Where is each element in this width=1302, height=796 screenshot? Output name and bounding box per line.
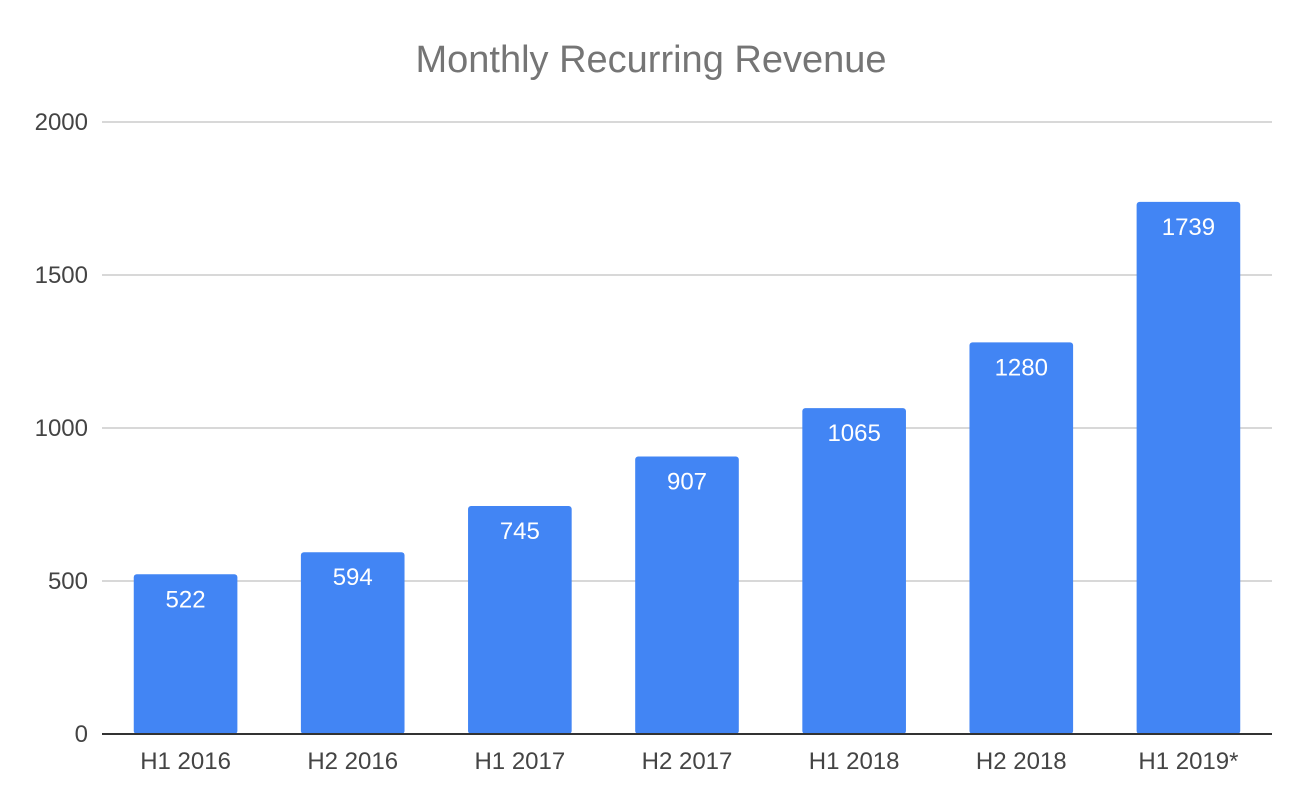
x-tick-label: H2 2018 (976, 748, 1067, 775)
bar (802, 408, 906, 734)
y-tick-label: 1500 (35, 262, 88, 289)
x-tick-label: H2 2016 (307, 748, 398, 775)
x-tick-label: H2 2017 (642, 748, 733, 775)
x-axis-ticks: H1 2016 H2 2016 H1 2017 H2 2017 H1 2018 H2 20… (140, 748, 1238, 775)
bar (300, 552, 405, 734)
y-tick-label: 0 (75, 721, 88, 748)
x-tick-label: H1 2016 (140, 748, 231, 775)
bar (133, 574, 238, 734)
bar (1136, 201, 1241, 735)
x-tick-label: H1 2019* (1138, 748, 1238, 775)
bars: 522 594 745 907 1065 1280 1739 (133, 201, 1241, 735)
y-axis-ticks: 0 500 1000 1500 2000 (35, 109, 88, 748)
y-tick-label: 1000 (35, 415, 88, 442)
x-tick-label: H1 2018 (809, 748, 900, 775)
bar-value-label: 1065 (827, 420, 880, 447)
bar (969, 342, 1074, 734)
bar-value-label: 1739 (1162, 214, 1215, 241)
y-tick-label: 500 (48, 568, 88, 595)
x-tick-label: H1 2017 (474, 748, 565, 775)
y-tick-label: 2000 (35, 109, 88, 136)
bar-value-label: 907 (667, 468, 707, 495)
bar-value-label: 594 (333, 564, 373, 591)
bar (468, 506, 572, 734)
bar (635, 456, 739, 734)
bar-value-label: 1280 (995, 354, 1048, 381)
bar-value-label: 745 (500, 518, 540, 545)
chart-title: Monthly Recurring Revenue (415, 39, 886, 81)
bar-value-label: 522 (166, 586, 206, 613)
